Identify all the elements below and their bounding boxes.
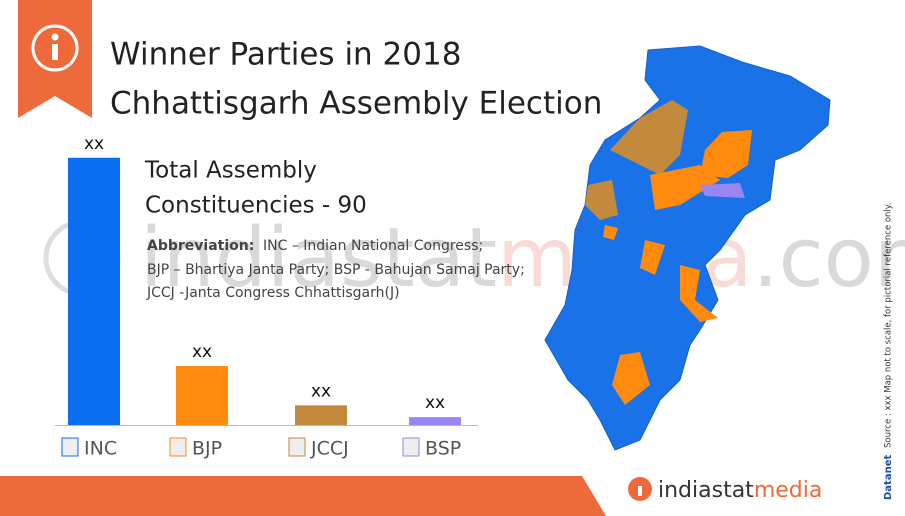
bar — [295, 405, 347, 425]
logo-part: indiastat — [658, 478, 754, 503]
map-region — [700, 183, 745, 198]
map-region — [585, 180, 618, 220]
map-region — [610, 100, 688, 175]
total-text: Constituencies - 90 — [145, 193, 367, 219]
map-region — [640, 240, 665, 275]
logo: indiastatmedia — [658, 478, 822, 503]
logo-icon-bar — [638, 486, 642, 496]
map-region — [700, 130, 752, 178]
map-region — [612, 352, 650, 405]
map-region — [680, 265, 718, 322]
abbrev-text: BJP – Bhartiya Janta Party; BSP - Bahuja… — [147, 262, 525, 278]
value-label: xx — [311, 381, 331, 401]
map — [544, 45, 831, 451]
title: Winner Parties in 2018 — [110, 37, 461, 73]
title: Chhattisgarh Assembly Election — [110, 86, 602, 122]
map-region — [650, 165, 720, 210]
value-label: xx — [425, 393, 445, 413]
bar — [176, 366, 228, 425]
abbrev-text: INC – Indian National Congress; — [263, 238, 483, 254]
total-text: Total Assembly — [144, 158, 317, 184]
bar — [409, 417, 461, 425]
party-icon — [402, 437, 420, 457]
category-label: BJP — [192, 438, 222, 460]
info-icon-bar — [52, 44, 58, 60]
footer-band — [0, 476, 606, 516]
value-label: xx — [192, 342, 212, 362]
party-icon — [288, 437, 306, 457]
party-icon — [61, 437, 79, 457]
side-note: Source : xxx Map not to scale, for picto… — [884, 203, 894, 448]
value-label: xx — [84, 134, 104, 154]
info-icon-dot — [51, 33, 59, 41]
info-icon — [31, 24, 79, 72]
bar — [68, 157, 120, 425]
category-label: JCCJ — [310, 438, 349, 460]
party-icon — [169, 437, 187, 457]
watermark-part: .com — [753, 211, 905, 306]
category-label: BSP — [425, 438, 461, 460]
category-label: INC — [84, 438, 117, 460]
abbrev-text: JCCJ -Janta Congress Chhattisgarh(J) — [146, 285, 400, 301]
abbrev-label: Abbreviation: — [147, 238, 254, 254]
side-brand: Datanet — [883, 455, 894, 500]
logo-part: media — [754, 478, 823, 503]
watermark-part: indiastat — [140, 211, 497, 306]
map-region — [603, 225, 618, 240]
